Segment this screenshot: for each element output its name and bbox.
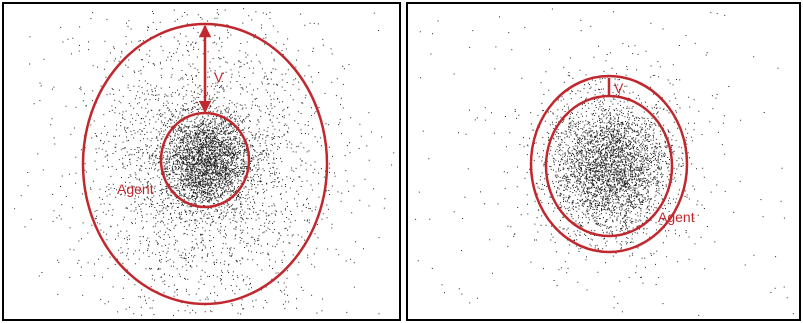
velocity-label: V <box>614 80 624 96</box>
panel-right: V Agent <box>407 3 800 320</box>
velocity-label: V <box>214 69 224 85</box>
agent-label: Agent <box>117 181 154 197</box>
diagram: V Agent V Agent <box>0 0 803 323</box>
agent-label: Agent <box>658 209 695 225</box>
page: {"panels": [{"velocity_label": "V", "age… <box>0 0 803 323</box>
panel-left: V Agent <box>3 3 400 320</box>
